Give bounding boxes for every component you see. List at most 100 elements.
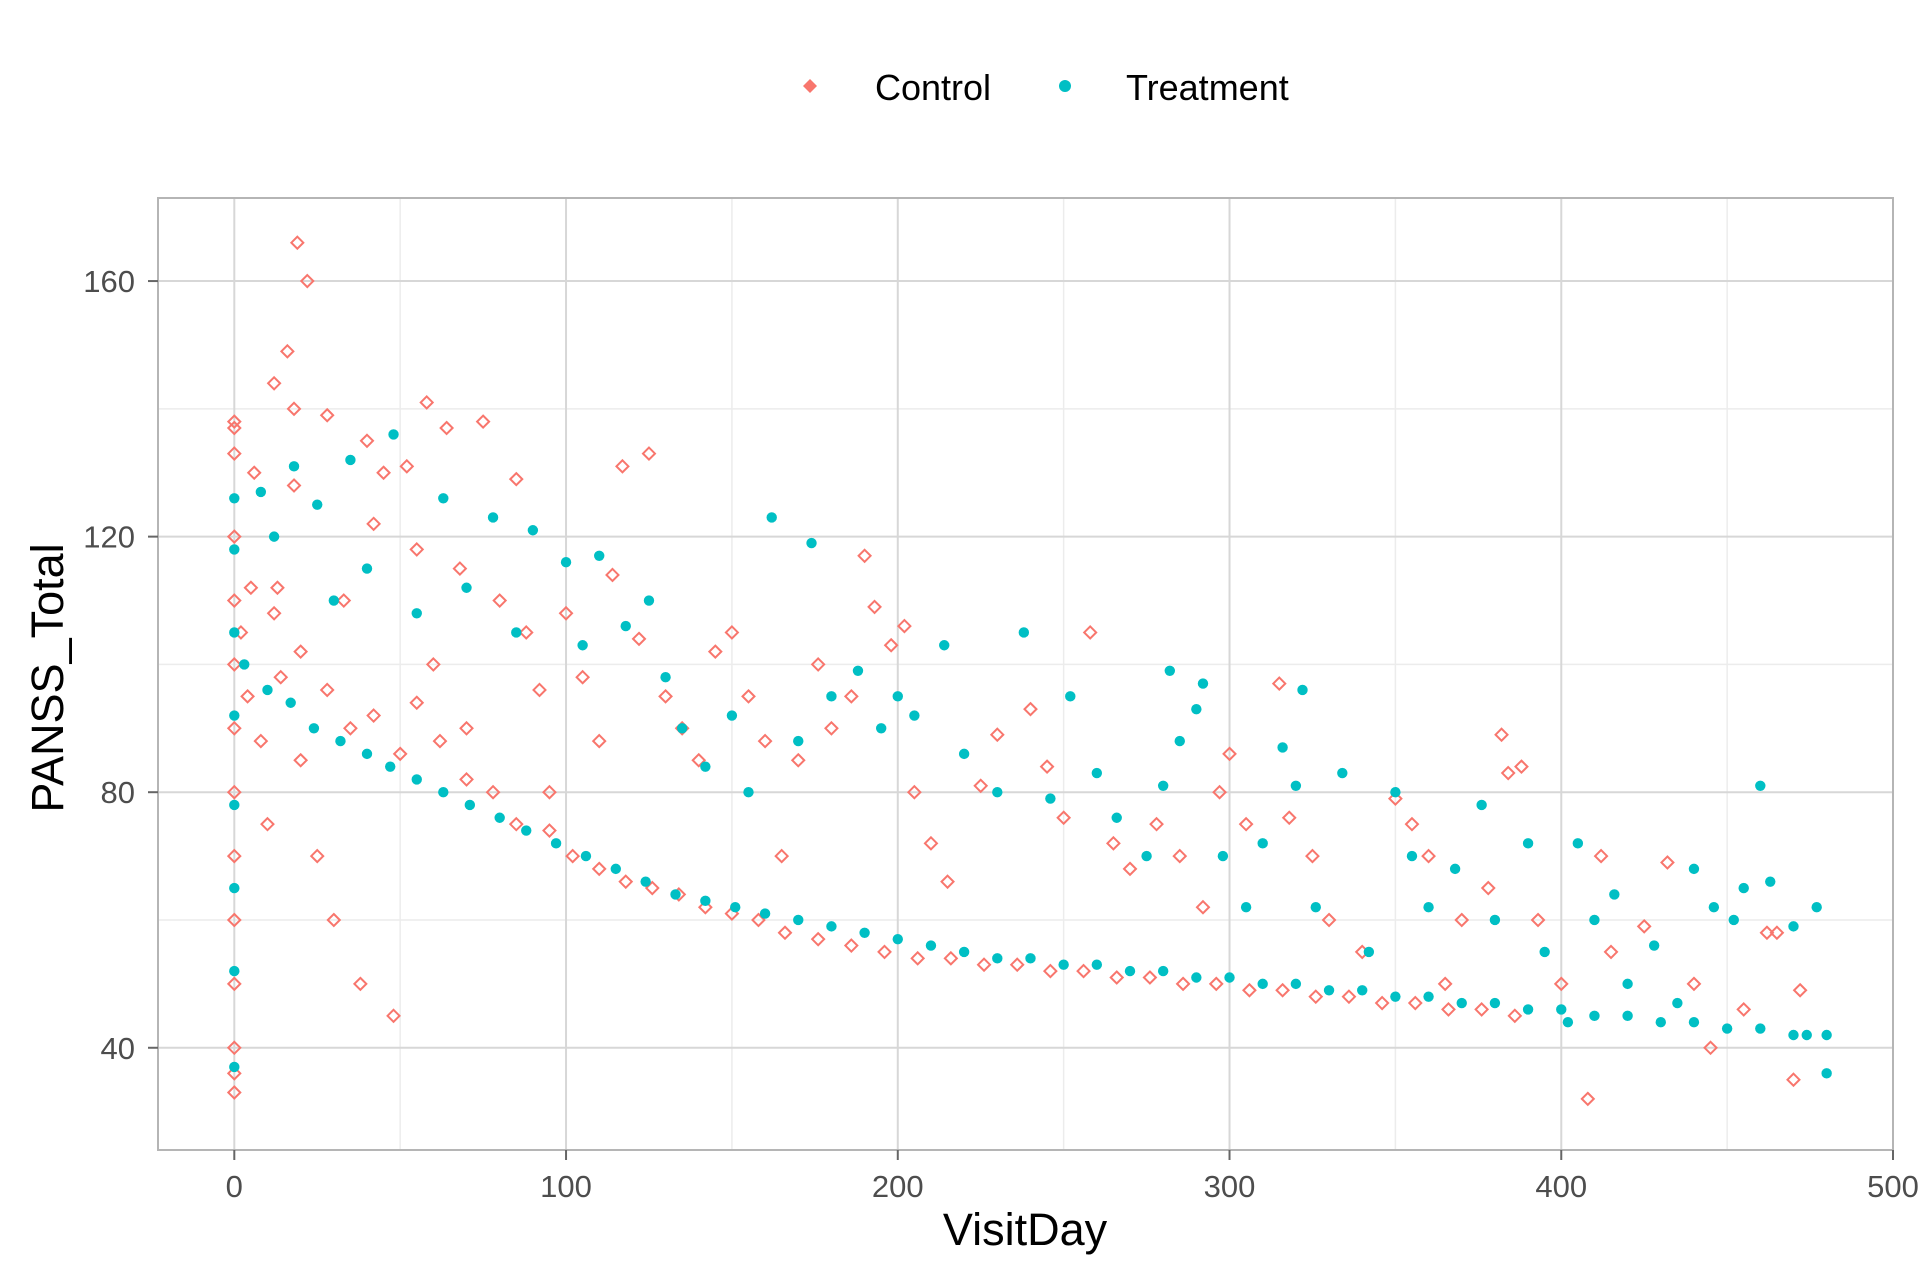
point-treatment-32	[766, 512, 777, 523]
point-control-136	[697, 899, 713, 915]
point-control-85	[1172, 848, 1188, 864]
point-treatment-51	[1174, 735, 1185, 747]
point-control-93	[1321, 912, 1337, 928]
point-treatment-53	[1197, 678, 1209, 689]
point-treatment-1	[229, 544, 240, 555]
point-control-84	[1149, 816, 1164, 832]
point-control-74	[923, 835, 939, 851]
point-control-22	[279, 343, 295, 359]
y-axis-label: PANSS_Total	[22, 543, 73, 812]
point-control-114	[1759, 925, 1775, 941]
point-control-101	[1494, 727, 1509, 743]
point-treatment-20	[511, 627, 522, 638]
point-control-115	[1769, 925, 1785, 941]
point-control-82	[1105, 835, 1121, 851]
point-treatment-50	[1164, 665, 1176, 677]
point-control-44	[475, 414, 491, 430]
point-treatment-117	[1091, 959, 1103, 970]
point-control-100	[1480, 880, 1496, 896]
point-treatment-52	[1191, 703, 1202, 715]
point-control-28	[309, 848, 325, 864]
point-treatment-84	[1788, 921, 1799, 932]
point-treatment-96	[438, 787, 449, 798]
x-tick-label: 0	[226, 1169, 243, 1204]
point-treatment-54	[1217, 850, 1229, 862]
point-treatment-67	[1476, 799, 1487, 811]
point-control-12	[226, 1065, 242, 1081]
point-control-95	[1387, 791, 1403, 807]
x-tick-label: 500	[1867, 1169, 1919, 1204]
point-control-41	[439, 420, 455, 436]
point-control-113	[1736, 1002, 1752, 1017]
point-treatment-124	[1323, 985, 1335, 996]
y-tick-label: 80	[101, 775, 135, 810]
point-treatment-14	[361, 563, 373, 574]
point-treatment-63	[1390, 787, 1401, 798]
point-treatment-104	[670, 889, 681, 900]
point-control-8	[226, 848, 242, 864]
point-treatment-99	[521, 825, 532, 836]
x-tick-label: 300	[1204, 1169, 1256, 1204]
point-control-151	[1175, 976, 1191, 992]
point-control-105	[1553, 976, 1569, 992]
point-control-89	[1238, 816, 1254, 832]
point-control-79	[1039, 759, 1055, 775]
point-control-116	[1786, 1072, 1801, 1088]
point-treatment-106	[730, 902, 741, 913]
point-treatment-133	[1622, 1010, 1633, 1022]
point-control-144	[943, 950, 959, 966]
point-control-10	[226, 976, 242, 992]
point-treatment-59	[1297, 684, 1308, 696]
point-treatment-29	[700, 761, 711, 772]
legend-treatment-marker	[1059, 80, 1071, 92]
point-control-96	[1404, 816, 1420, 832]
point-control-121	[319, 682, 335, 698]
point-control-159	[1441, 1002, 1456, 1017]
point-treatment-34	[806, 537, 817, 549]
point-treatment-35	[826, 691, 837, 702]
point-control-6	[226, 720, 242, 736]
legend-treatment-label: Treatment	[1126, 67, 1289, 108]
point-treatment-73	[1589, 914, 1600, 926]
point-treatment-92	[335, 735, 346, 747]
point-control-68	[843, 688, 859, 704]
point-control-124	[392, 746, 408, 762]
point-control-77	[989, 727, 1005, 743]
point-treatment-91	[308, 723, 320, 734]
point-control-1	[226, 420, 242, 436]
point-treatment-36	[852, 665, 864, 677]
point-treatment-137	[1755, 1023, 1766, 1034]
point-control-33	[359, 433, 375, 449]
point-control-130	[542, 823, 557, 838]
point-control-147	[1042, 963, 1058, 979]
point-treatment-72	[1572, 838, 1584, 849]
point-treatment-135	[1688, 1017, 1700, 1028]
point-control-154	[1275, 982, 1291, 998]
point-treatment-41	[958, 748, 970, 760]
point-treatment-90	[285, 697, 296, 708]
point-control-31	[336, 593, 352, 608]
point-control-60	[707, 644, 723, 660]
point-control-90	[1271, 676, 1287, 691]
point-control-146	[1009, 957, 1025, 973]
point-control-29	[319, 407, 335, 423]
point-control-56	[641, 446, 657, 461]
point-control-34	[366, 516, 382, 532]
point-treatment-17	[438, 493, 449, 504]
point-treatment-39	[909, 710, 920, 721]
points-layer	[226, 235, 1832, 1107]
point-treatment-138	[1788, 1029, 1799, 1041]
point-treatment-44	[1045, 793, 1056, 804]
point-control-106	[1580, 1091, 1596, 1107]
point-treatment-26	[643, 595, 655, 606]
point-treatment-18	[461, 582, 472, 593]
point-treatment-3	[229, 710, 240, 721]
legend-control-marker	[803, 79, 817, 93]
point-control-53	[605, 567, 620, 583]
point-treatment-6	[229, 965, 240, 977]
point-control-98	[1437, 976, 1453, 992]
point-treatment-87	[1821, 1068, 1832, 1079]
point-treatment-66	[1449, 863, 1461, 875]
point-treatment-132	[1589, 1010, 1600, 1022]
point-control-46	[508, 471, 524, 487]
